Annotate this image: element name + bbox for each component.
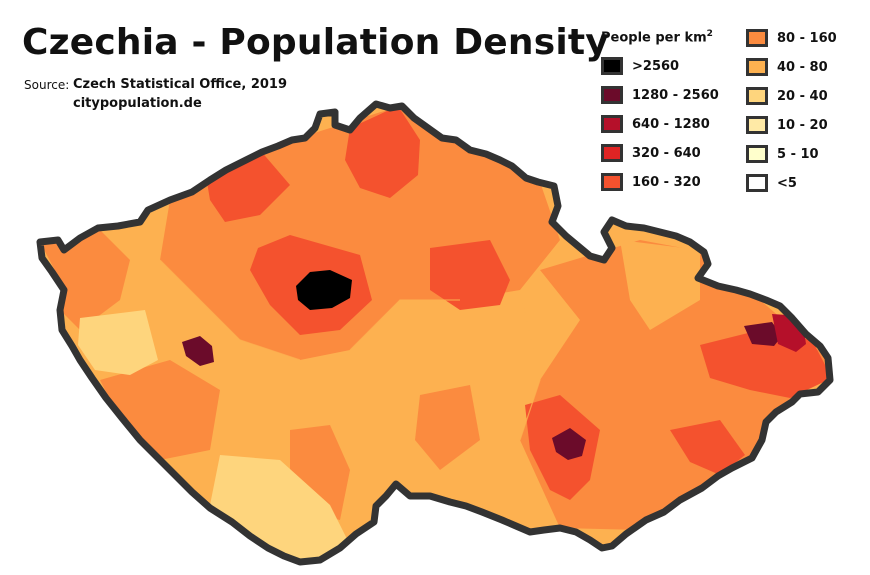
legend-swatch: [746, 58, 768, 76]
source-line-1: Czech Statistical Office, 2019: [73, 77, 288, 92]
legend-item: <5: [746, 171, 797, 195]
legend-swatch: [746, 145, 768, 163]
district-border: [349, 299, 460, 351]
legend-swatch: [601, 173, 623, 191]
region-plzen-city: [182, 336, 214, 366]
legend-swatch: [601, 86, 623, 104]
legend-label: <5: [777, 175, 797, 191]
legend-item: 20 - 40: [746, 84, 828, 108]
legend-item: 320 - 640: [601, 141, 701, 165]
legend-title: People per km2: [601, 29, 713, 45]
region-hradec: [430, 240, 510, 310]
legend-swatch: [746, 29, 768, 47]
legend-label: 5 - 10: [777, 146, 819, 162]
legend-title-sup: 2: [706, 29, 713, 39]
legend-label: 160 - 320: [632, 174, 701, 190]
region-jihlava: [415, 385, 480, 470]
legend-item: 10 - 20: [746, 113, 828, 137]
region-zlin: [670, 420, 745, 475]
region-jesenik: [620, 240, 700, 330]
legend-item: 5 - 10: [746, 142, 819, 166]
legend-swatch: [601, 57, 623, 75]
region-prague: [296, 270, 352, 310]
legend-swatch: [746, 87, 768, 105]
legend-label: 1280 - 2560: [632, 87, 719, 103]
region-tachov: [78, 310, 158, 375]
legend-label: 640 - 1280: [632, 116, 710, 132]
region-klatovy: [100, 360, 220, 460]
map-title: Czechia - Population Density: [22, 22, 609, 63]
region-brno-city: [552, 428, 586, 460]
source-label: Source:: [24, 78, 70, 92]
legend-item: 80 - 160: [746, 26, 837, 50]
district-borders: [159, 259, 541, 441]
region-prachatice: [210, 455, 350, 562]
legend-item: 1280 - 2560: [601, 83, 719, 107]
district-border: [159, 259, 201, 301]
legend-item: 640 - 1280: [601, 112, 710, 136]
region-ostrava-city: [744, 322, 782, 346]
district-border: [519, 289, 541, 441]
legend-label: 40 - 80: [777, 59, 828, 75]
legend-swatch: [601, 144, 623, 162]
legend-item: >2560: [601, 54, 679, 78]
legend-swatch: [746, 174, 768, 192]
legend-label: 320 - 640: [632, 145, 701, 161]
legend-item: 160 - 320: [601, 170, 701, 194]
legend-title-text: People per km: [601, 30, 707, 46]
legend-label: 80 - 160: [777, 30, 837, 46]
legend-item: 40 - 80: [746, 55, 828, 79]
legend-swatch: [601, 115, 623, 133]
region-moravia: [520, 240, 830, 530]
legend-swatch: [746, 116, 768, 134]
legend-label: 10 - 20: [777, 117, 828, 133]
legend-label: >2560: [632, 58, 680, 74]
legend-label: 20 - 40: [777, 88, 828, 104]
region-liberec: [345, 106, 420, 198]
source-line-2: citypopulation.de: [73, 96, 202, 111]
district-border: [199, 299, 301, 361]
